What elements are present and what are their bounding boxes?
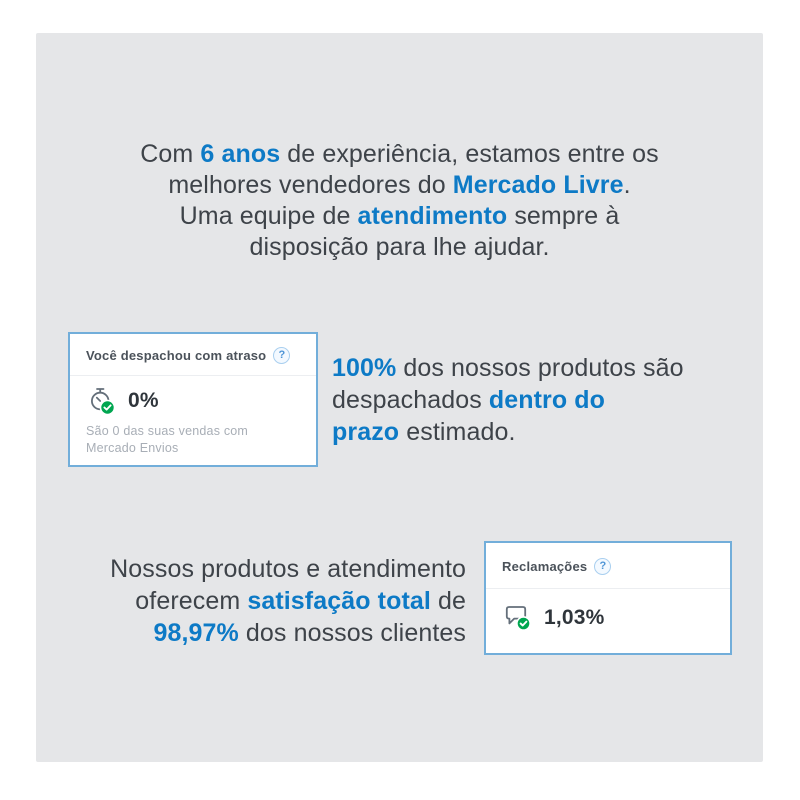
chat-bubble-check-icon [502,603,534,633]
intro-paragraph: Com 6 anos de experiência, estamos entre… [140,140,659,261]
help-icon[interactable]: ? [273,347,291,364]
claims-metric-card: Reclamações ? 1,03% [484,541,732,655]
shipping-paragraph: 100% dos nossos produtos são despachados … [332,354,684,446]
shipping-metric-value: 0% [128,389,159,412]
shipping-card-title: Você despachou com atraso [86,348,267,363]
stopwatch-check-icon [86,386,118,416]
card-divider [486,588,730,589]
card-divider [70,375,316,376]
shipping-metric-card: Você despachou com atraso ? 0% Sã [68,332,318,467]
claims-card-title: Reclamações [502,559,588,574]
claims-card-body: 1,03% [486,589,730,633]
claims-card-header: Reclamações ? [486,543,730,588]
claims-metric-value: 1,03% [544,606,605,629]
shipping-card-caption: São 0 das suas vendas com Mercado Envios [86,424,249,455]
shipping-card-header: Você despachou com atraso ? [70,334,316,375]
claims-paragraph: Nossos produtos e atendimento oferecem sa… [110,555,466,647]
shipping-card-body: 0% São 0 das suas vendas com Mercado Env… [70,376,316,457]
help-icon[interactable]: ? [594,558,612,575]
